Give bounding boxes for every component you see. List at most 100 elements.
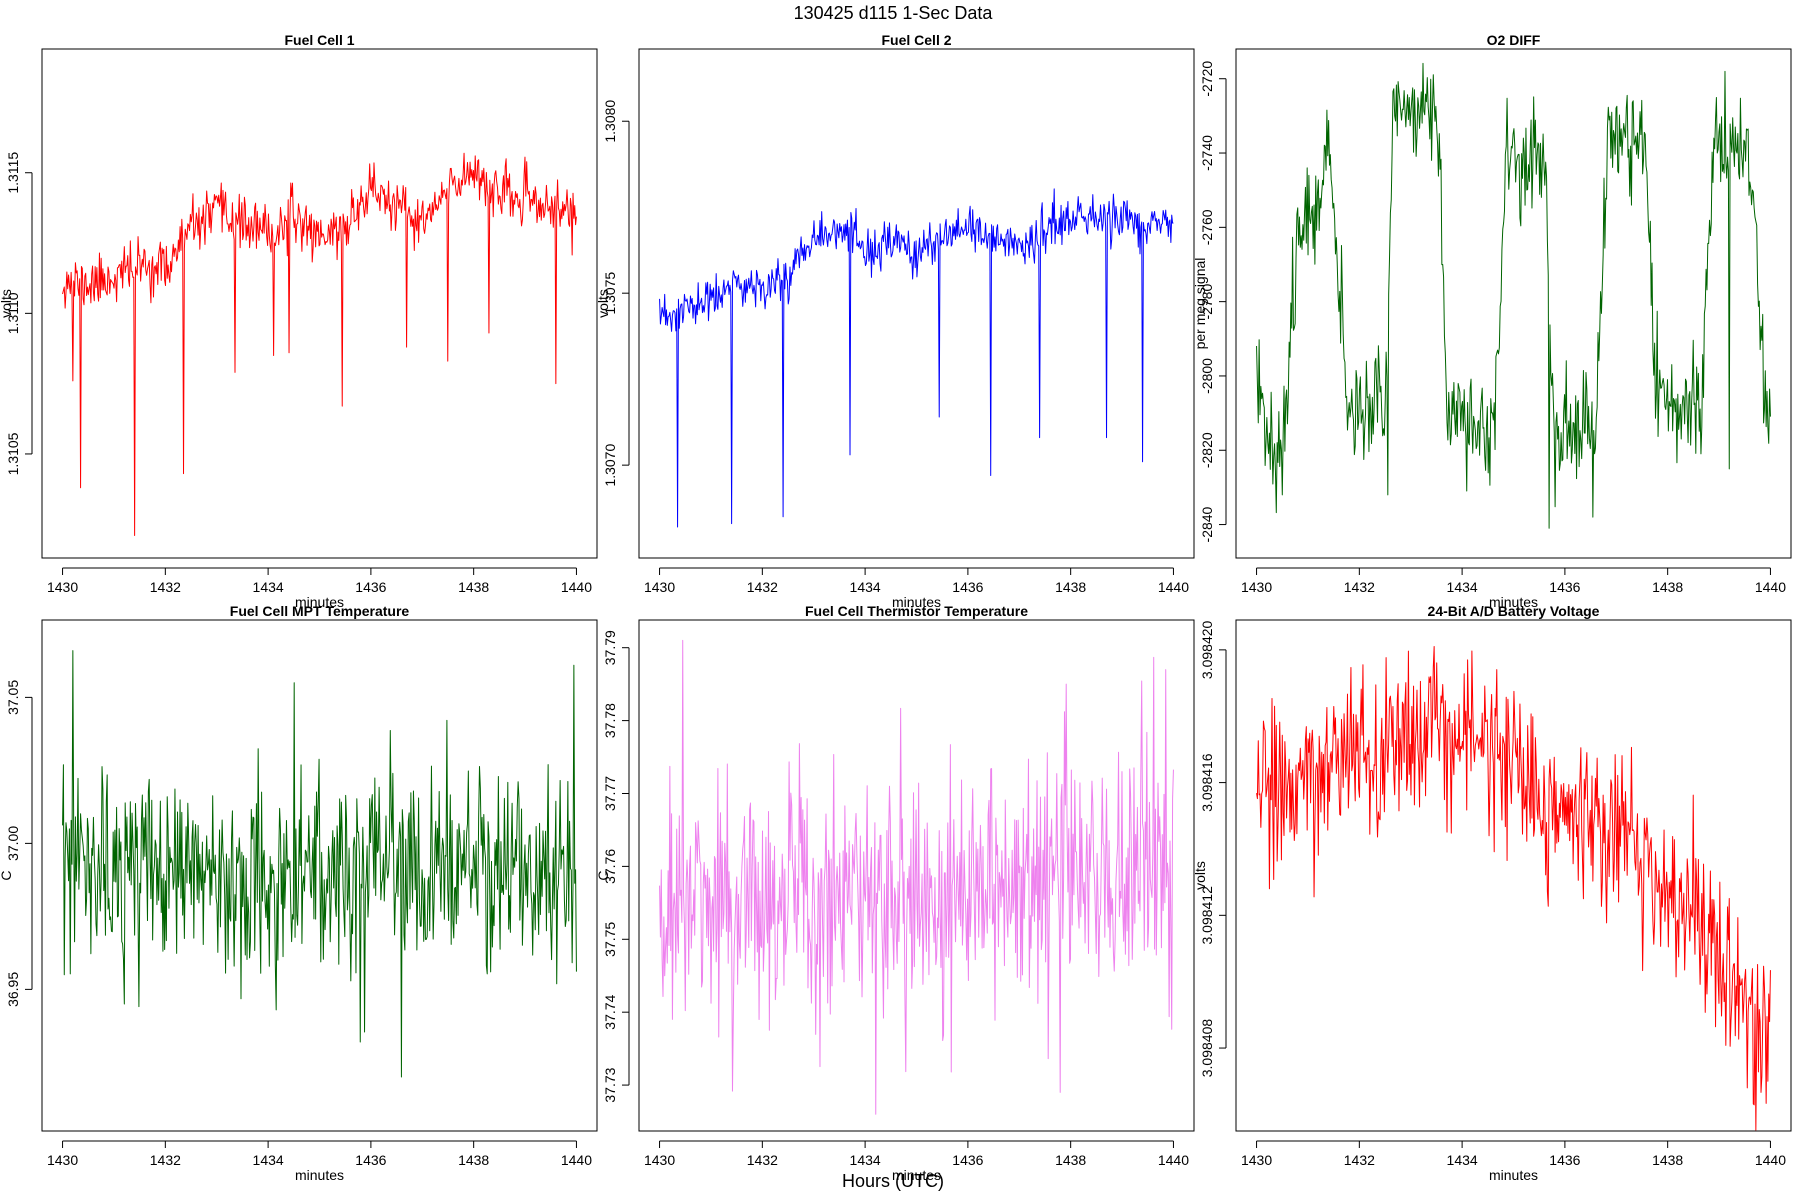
x-tick-label: 1438 (1055, 579, 1086, 595)
y-tick-label: -2820 (1199, 432, 1215, 468)
y-tick-label: 3.098408 (1199, 1019, 1215, 1078)
x-tick-label: 1432 (1344, 1152, 1375, 1168)
panel-5: Fuel Cell Thermistor Temperature 1430 1432… (595, 603, 1195, 1183)
panel-title: Fuel Cell Thermistor Temperature (805, 603, 1028, 619)
common-x-axis-label: Hours (UTC) (842, 1171, 944, 1191)
y-axis-label: volts (595, 289, 611, 318)
x-tick-label: 1432 (747, 1152, 778, 1168)
x-tick-label: 1436 (355, 1152, 386, 1168)
y-axis: 1.3070 1.3075 1.3080 volts (595, 100, 630, 487)
y-tick-label: -2740 (1199, 135, 1215, 171)
x-tick-label: 1440 (1158, 579, 1189, 595)
series-line (659, 639, 1174, 1115)
y-axis: -2840 -2820 -2800 -2780 -2760 -2740 -2720 per m… (1192, 61, 1227, 542)
x-tick-label: 1440 (1158, 1152, 1189, 1168)
y-tick-label: 37.76 (602, 849, 618, 884)
series-line (1256, 646, 1771, 1131)
panel-3: O2 DIFF 1430 1432 1434 1436 1438 1440 minutes -2… (1192, 32, 1792, 610)
y-tick-label: 3.098412 (1199, 886, 1215, 945)
y-tick-label: 37.79 (602, 630, 618, 665)
x-tick-label: 1436 (1549, 579, 1580, 595)
x-tick-label: 1430 (47, 1152, 78, 1168)
x-tick-label: 1436 (355, 579, 386, 595)
plot-frame (638, 619, 1195, 1132)
x-tick-label: 1434 (253, 1152, 284, 1168)
series-line (659, 188, 1174, 528)
y-tick-label: 37.05 (5, 680, 21, 715)
panel-2: Fuel Cell 2 1430 1432 1434 1436 1438 1440 minut… (595, 32, 1195, 610)
panels-grid: Fuel Cell 1 1430 1432 1434 1436 1438 1440 minut… (0, 32, 1792, 1183)
y-axis-label: volts (1192, 861, 1208, 890)
y-tick-label: 1.3115 (5, 152, 21, 194)
y-tick-label: 1.3110 (5, 292, 21, 334)
panel-title: O2 DIFF (1487, 32, 1541, 48)
x-tick-label: 1438 (1652, 579, 1683, 595)
figure-title: 130425 d115 1-Sec Data (794, 3, 994, 23)
y-axis-label: per meg signal (1192, 258, 1208, 350)
x-axis: 1430 1432 1434 1436 1438 1440 minutes (47, 1140, 592, 1183)
y-axis: 3.098408 3.098412 3.098416 3.098420 volts (1192, 620, 1227, 1078)
panel-title: Fuel Cell 2 (881, 32, 951, 48)
y-tick-label: 36.95 (5, 972, 21, 1007)
x-tick-label: 1430 (47, 579, 78, 595)
x-axis: 1430 1432 1434 1436 1438 1440 minutes (47, 567, 592, 610)
plot-frame (638, 48, 1195, 559)
panel-title: Fuel Cell MPT Temperature (230, 603, 410, 619)
y-tick-label: 37.78 (602, 703, 618, 738)
x-tick-label: 1430 (644, 1152, 675, 1168)
x-axis: 1430 1432 1434 1436 1438 1440 minutes (1241, 567, 1786, 610)
x-tick-label: 1438 (1055, 1152, 1086, 1168)
plot-frame (1235, 619, 1792, 1132)
y-tick-label: 37.73 (602, 1067, 618, 1102)
y-tick-label: 1.3080 (602, 100, 618, 143)
x-tick-label: 1434 (1447, 579, 1478, 595)
y-axis: 37.73 37.74 37.75 37.76 37.77 37.78 37.79 C (595, 630, 630, 1103)
y-tick-label: -2800 (1199, 358, 1215, 394)
x-tick-label: 1434 (253, 579, 284, 595)
y-axis-label: C (595, 870, 611, 880)
x-tick-label: 1438 (458, 579, 489, 595)
series-line (1256, 62, 1771, 529)
y-axis-label: volts (0, 289, 14, 318)
x-tick-label: 1434 (850, 1152, 881, 1168)
x-tick-label: 1434 (850, 579, 881, 595)
x-tick-label: 1440 (561, 579, 592, 595)
y-axis: 1.3105 1.3110 1.3115 volts (0, 152, 33, 475)
x-tick-label: 1438 (458, 1152, 489, 1168)
x-tick-label: 1430 (1241, 1152, 1272, 1168)
y-axis-label: C (0, 870, 14, 880)
y-tick-label: 1.3075 (602, 272, 618, 315)
y-tick-label: 1.3070 (602, 444, 618, 487)
x-tick-label: 1440 (1755, 1152, 1786, 1168)
y-tick-label: -2720 (1199, 61, 1215, 97)
x-tick-label: 1432 (150, 1152, 181, 1168)
x-axis-label: minutes (295, 1167, 344, 1183)
panel-1: Fuel Cell 1 1430 1432 1434 1436 1438 1440 minut… (0, 32, 598, 610)
y-tick-label: 3.098420 (1199, 620, 1215, 679)
x-axis-label: minutes (1489, 594, 1538, 610)
x-tick-label: 1436 (952, 1152, 983, 1168)
panel-title: Fuel Cell 1 (284, 32, 354, 48)
plot-frame (1235, 48, 1792, 559)
series-line (62, 650, 577, 1078)
x-tick-label: 1430 (1241, 579, 1272, 595)
x-axis-label: minutes (892, 594, 941, 610)
x-tick-label: 1436 (1549, 1152, 1580, 1168)
series-line (62, 152, 577, 536)
x-tick-label: 1432 (1344, 579, 1375, 595)
plot-frame (41, 48, 598, 559)
y-axis: 36.95 37.00 37.05 C (0, 680, 33, 1007)
y-tick-label: 1.3105 (5, 432, 21, 475)
panel-4: Fuel Cell MPT Temperature 1430 1432 1434 143… (0, 603, 598, 1183)
x-axis: 1430 1432 1434 1436 1438 1440 minutes (1241, 1140, 1786, 1183)
x-tick-label: 1434 (1447, 1152, 1478, 1168)
x-axis-label: minutes (892, 1167, 941, 1183)
y-tick-label: -2760 (1199, 209, 1215, 245)
y-tick-label: -2840 (1199, 506, 1215, 542)
plot-frame (41, 619, 598, 1132)
y-tick-label: 37.00 (5, 826, 21, 861)
x-tick-label: 1432 (747, 579, 778, 595)
x-axis-label: minutes (295, 594, 344, 610)
